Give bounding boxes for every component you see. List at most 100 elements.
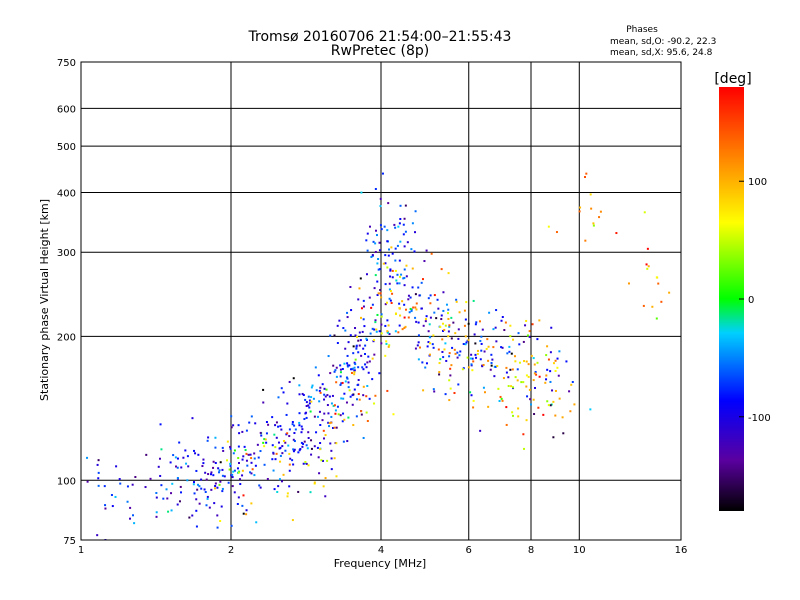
data-point: [291, 459, 294, 462]
data-point: [307, 395, 310, 398]
data-point: [391, 276, 394, 279]
data-point: [305, 401, 308, 404]
data-point: [280, 480, 283, 483]
data-point: [455, 298, 458, 301]
data-point: [598, 216, 601, 219]
data-point: [246, 464, 249, 467]
data-point: [326, 459, 329, 462]
data-point: [237, 445, 240, 448]
data-point: [387, 324, 390, 327]
data-point: [297, 490, 300, 493]
data-point: [300, 441, 303, 444]
data-point: [221, 490, 224, 493]
data-point: [340, 382, 343, 385]
data-point: [452, 321, 455, 324]
data-point: [353, 388, 356, 391]
data-point: [216, 526, 219, 529]
data-point: [342, 412, 345, 415]
data-point: [298, 449, 301, 452]
data-point: [313, 482, 316, 485]
data-point: [493, 375, 496, 378]
data-point: [599, 210, 602, 213]
data-point: [310, 400, 313, 403]
stats-line-x: mean, sd,X: 95.6, 24.8: [610, 48, 713, 58]
data-point: [259, 450, 262, 453]
data-point: [516, 368, 519, 371]
data-point: [390, 302, 393, 305]
data-point: [429, 302, 432, 305]
data-point: [415, 302, 418, 305]
data-point: [358, 398, 361, 401]
data-point: [505, 423, 508, 426]
data-point: [169, 461, 172, 464]
data-point: [162, 497, 165, 500]
data-point: [305, 416, 308, 419]
data-point: [432, 346, 435, 349]
data-point: [243, 445, 246, 448]
data-point: [371, 327, 374, 330]
data-point: [476, 349, 479, 352]
data-point: [96, 463, 99, 466]
y-tick-label: 500: [57, 142, 76, 153]
data-point: [525, 360, 528, 363]
data-point: [448, 352, 451, 355]
data-point: [490, 361, 493, 364]
data-point: [481, 365, 484, 368]
data-point: [482, 386, 485, 389]
data-point: [444, 324, 447, 327]
data-point: [451, 346, 454, 349]
data-point: [457, 337, 460, 340]
data-point: [330, 449, 333, 452]
data-point: [359, 339, 362, 342]
data-point: [492, 328, 495, 331]
data-point: [447, 330, 450, 333]
data-point: [303, 418, 306, 421]
data-point: [280, 428, 283, 431]
y-tick-label: 750: [57, 58, 76, 69]
data-point: [424, 318, 427, 321]
data-point: [469, 357, 472, 360]
data-point: [318, 410, 321, 413]
data-point: [436, 298, 439, 301]
data-point: [331, 394, 334, 397]
data-point: [414, 231, 417, 234]
data-point: [389, 269, 392, 272]
data-point: [660, 300, 663, 303]
data-point: [329, 372, 332, 375]
data-point: [646, 267, 649, 270]
data-point: [320, 459, 323, 462]
data-point: [365, 239, 368, 242]
data-point: [302, 462, 305, 465]
data-point: [355, 415, 358, 418]
data-point: [556, 366, 559, 369]
data-point: [322, 485, 325, 488]
data-point: [645, 263, 648, 266]
data-point: [250, 472, 253, 475]
data-point: [554, 414, 557, 417]
data-point: [448, 324, 451, 327]
data-point: [545, 354, 548, 357]
data-point: [255, 521, 258, 524]
data-point: [447, 308, 450, 311]
data-point: [323, 398, 326, 401]
data-point: [445, 303, 448, 306]
data-point: [488, 311, 491, 314]
data-point: [348, 364, 351, 367]
data-point: [288, 380, 291, 383]
data-point: [186, 455, 189, 458]
data-point: [221, 446, 224, 449]
data-point: [549, 404, 552, 407]
data-point: [242, 512, 245, 515]
data-point: [347, 341, 350, 344]
data-point: [375, 330, 378, 333]
data-point: [352, 352, 355, 355]
data-point: [271, 458, 274, 461]
data-point: [308, 402, 311, 405]
data-point: [280, 387, 283, 390]
data-point: [157, 465, 160, 468]
data-point: [437, 307, 440, 310]
data-point: [349, 368, 352, 371]
data-point: [411, 222, 414, 225]
data-point: [399, 217, 402, 220]
data-point: [193, 492, 196, 495]
